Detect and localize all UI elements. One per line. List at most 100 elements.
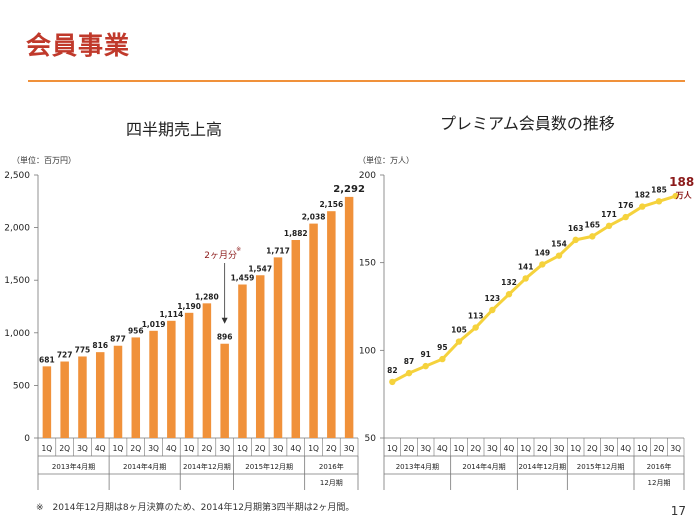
members-data-label: 87 bbox=[404, 357, 414, 366]
members-quarter-label: 1Q bbox=[637, 444, 648, 453]
sales-bar bbox=[78, 356, 87, 438]
members-quarter-label: 2Q bbox=[587, 444, 598, 453]
members-data-point bbox=[522, 275, 529, 282]
sales-y-tick-label: 0 bbox=[24, 434, 30, 444]
sales-data-label: 1,280 bbox=[195, 292, 219, 301]
members-data-point bbox=[555, 252, 563, 259]
sales-bar bbox=[184, 312, 194, 438]
members-data-point bbox=[589, 233, 596, 240]
members-data-point bbox=[505, 291, 513, 298]
members-quarter-label: 3Q bbox=[604, 444, 615, 453]
members-data-point bbox=[672, 192, 679, 200]
sales-quarter-label: 1Q bbox=[184, 444, 195, 453]
members-quarter-label: 1Q bbox=[454, 444, 465, 453]
title-divider bbox=[28, 80, 685, 82]
sales-quarter-label: 4Q bbox=[166, 444, 177, 453]
members-y-tick-label: 100 bbox=[359, 346, 376, 356]
sales-period-label: 2015年12月期 bbox=[245, 462, 293, 471]
sales-quarter-label: 3Q bbox=[273, 444, 284, 453]
members-data-point bbox=[422, 362, 429, 370]
sales-data-label: 877 bbox=[110, 335, 126, 344]
sales-quarter-label: 3Q bbox=[344, 444, 355, 453]
members-data-label: 176 bbox=[618, 201, 634, 210]
sales-data-label: 2,038 bbox=[302, 213, 326, 222]
sales-period-label: 2014年12月期 bbox=[183, 462, 231, 471]
members-data-point bbox=[655, 198, 663, 205]
members-quarter-label: 3Q bbox=[554, 444, 565, 453]
members-data-label: 113 bbox=[468, 312, 484, 321]
sales-data-label: 816 bbox=[92, 341, 108, 350]
members-series-line bbox=[391, 194, 677, 384]
members-data-point bbox=[405, 369, 413, 377]
members-quarter-label: 1Q bbox=[570, 444, 581, 453]
members-quarter-label: 4Q bbox=[504, 444, 515, 453]
sales-bar bbox=[113, 345, 123, 438]
sales-data-label: 1,717 bbox=[266, 246, 290, 255]
members-data-point bbox=[572, 236, 579, 244]
sales-data-label: 727 bbox=[57, 351, 73, 360]
members-data-label: 105 bbox=[451, 326, 467, 335]
members-data-point bbox=[639, 203, 646, 210]
members-quarter-label: 3Q bbox=[487, 444, 498, 453]
members-data-point bbox=[622, 213, 629, 221]
members-period-label: 2014年12月期 bbox=[518, 462, 566, 471]
sales-annotation-label: 2ヶ月分 bbox=[204, 250, 237, 261]
members-data-label: 149 bbox=[535, 248, 551, 257]
sales-y-tick-label: 1,000 bbox=[4, 329, 30, 339]
footnote: ※ 2014年12月期は8ヶ月決算のため、2014年12月期第3四半期は2ヶ月間… bbox=[36, 503, 355, 513]
members-y-tick-label: 200 bbox=[359, 171, 376, 181]
members-quarter-label: 2Q bbox=[654, 444, 665, 453]
sales-y-tick-label: 2,000 bbox=[4, 224, 30, 234]
sales-bar bbox=[60, 361, 69, 438]
members-data-point bbox=[455, 338, 463, 345]
sales-unit-label: （単位：百万円） bbox=[12, 156, 76, 165]
members-quarter-label: 2Q bbox=[470, 444, 481, 453]
sales-period-label: 2013年4月期 bbox=[52, 462, 95, 471]
sales-bar bbox=[42, 366, 52, 438]
sales-data-label: 956 bbox=[128, 326, 144, 335]
sales-bar bbox=[327, 211, 336, 438]
members-data-label: 154 bbox=[551, 240, 567, 249]
members-data-label: 91 bbox=[420, 350, 430, 359]
sales-bar bbox=[255, 275, 265, 438]
members-y-tick-label: 150 bbox=[359, 259, 376, 269]
sales-quarter-label: 4Q bbox=[95, 444, 106, 453]
sales-data-label: 2,156 bbox=[319, 200, 343, 209]
members-chart-title: プレミアム会員数の推移 bbox=[440, 114, 615, 133]
sales-y-tick-label: 2,500 bbox=[4, 171, 30, 181]
members-data-label: 185 bbox=[651, 185, 667, 194]
members-quarter-label: 3Q bbox=[670, 444, 681, 453]
members-data-label: 165 bbox=[585, 220, 601, 229]
members-data-point bbox=[389, 378, 396, 386]
members-period-label: 2015年12月期 bbox=[577, 462, 625, 471]
sales-data-label: 1,459 bbox=[231, 274, 255, 283]
members-period-label: 2016年 12月期 bbox=[647, 462, 672, 487]
sales-bar bbox=[95, 352, 105, 438]
sales-annotation-mark: ※ bbox=[236, 246, 241, 253]
sales-quarter-label: 2Q bbox=[59, 444, 70, 453]
sales-quarter-label: 1Q bbox=[308, 444, 319, 453]
sales-bar bbox=[291, 240, 301, 438]
members-quarter-label: 2Q bbox=[404, 444, 415, 453]
members-data-label: 188 bbox=[669, 175, 694, 189]
members-quarter-label: 3Q bbox=[420, 444, 431, 453]
sales-data-label: 1,190 bbox=[177, 302, 201, 311]
members-period-label: 2014年4月期 bbox=[462, 462, 505, 471]
sales-period-label: 2014年4月期 bbox=[123, 462, 166, 471]
sales-data-label: 1,114 bbox=[159, 310, 183, 319]
members-data-point bbox=[472, 324, 479, 331]
sales-quarter-label: 4Q bbox=[290, 444, 301, 453]
members-data-label: 82 bbox=[387, 366, 397, 375]
sales-bar bbox=[309, 223, 318, 438]
sales-quarter-label: 3Q bbox=[148, 444, 159, 453]
sales-quarter-label: 1Q bbox=[237, 444, 248, 453]
sales-y-tick-label: 1,500 bbox=[4, 276, 30, 286]
members-data-point bbox=[439, 355, 446, 363]
sales-data-label: 681 bbox=[39, 355, 55, 364]
sales-quarter-label: 3Q bbox=[77, 444, 88, 453]
members-quarter-label: 4Q bbox=[620, 444, 631, 453]
members-data-label: 182 bbox=[635, 191, 651, 200]
members-data-label: 163 bbox=[568, 224, 584, 233]
members-data-label: 141 bbox=[518, 262, 534, 271]
